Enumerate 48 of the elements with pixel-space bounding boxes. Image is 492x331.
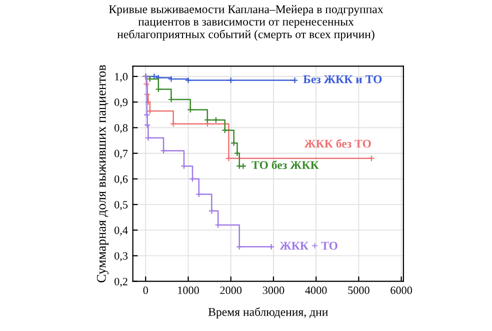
y-tick-label: 0,7 xyxy=(114,150,128,159)
point xyxy=(204,116,211,124)
series-label: ЖКК без ТО xyxy=(304,139,371,148)
y-tick-label: 1,0 xyxy=(115,72,128,82)
x-tick-label: 0 xyxy=(143,286,148,294)
point xyxy=(222,126,228,134)
x-tick-label: 5000 xyxy=(348,286,370,294)
point xyxy=(212,116,220,124)
point xyxy=(196,190,202,198)
point xyxy=(155,86,162,93)
point xyxy=(234,150,241,157)
x-axis-title: Время наблюдения, дни xyxy=(208,307,328,318)
series-label: ТО без ЖКК xyxy=(252,160,319,170)
point xyxy=(144,122,151,128)
point xyxy=(228,76,234,84)
y-tick-label: 0,6 xyxy=(114,175,128,184)
point xyxy=(189,176,196,182)
y-tick-label: 0,3 xyxy=(114,252,128,262)
x-tick-label: 2000 xyxy=(220,286,242,294)
x-tick-label: 6000 xyxy=(390,286,412,294)
x-tick-label: 4000 xyxy=(305,286,327,294)
series-label: Без ЖКК и ТО xyxy=(303,75,382,84)
point xyxy=(144,98,152,106)
point xyxy=(143,80,150,88)
point xyxy=(184,76,192,84)
point xyxy=(146,108,154,114)
y-tick-label: 0,8 xyxy=(114,124,128,134)
point xyxy=(144,112,150,118)
y-tick-label: 0,4 xyxy=(114,226,128,236)
point xyxy=(225,155,232,162)
point xyxy=(230,140,238,146)
chart-title: Кривые выживаемости Каплана–Мейера в подгруппах пациентов в зависимости от перенесенных неблагоприятных событий (смерть от всех причин) xyxy=(109,5,384,41)
point xyxy=(187,106,194,114)
y-axis-title: Суммарная доля выживших пациентов xyxy=(96,65,109,282)
x-tick-label: 1000 xyxy=(178,286,199,294)
point xyxy=(160,147,167,154)
x-tick-label: 3000 xyxy=(262,286,284,294)
point xyxy=(236,162,243,170)
y-tick-label: 0,2 xyxy=(114,278,128,287)
point xyxy=(180,162,188,170)
point xyxy=(144,91,151,98)
y-tick-label: 0,9 xyxy=(114,98,128,108)
y-tick-label: 0,5 xyxy=(114,200,128,210)
point xyxy=(236,243,243,250)
point xyxy=(170,120,177,128)
point xyxy=(208,208,216,214)
series-label: ЖКК + ТО xyxy=(280,242,338,250)
point xyxy=(144,134,152,142)
